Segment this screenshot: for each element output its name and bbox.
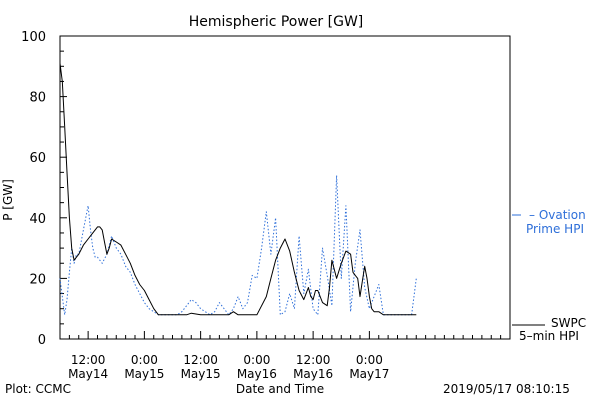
chart-title: Hemispheric Power [GW] bbox=[189, 14, 364, 30]
x-tick-label-date: May16 bbox=[237, 367, 277, 381]
x-tick-label-date: May17 bbox=[349, 367, 389, 381]
x-axis-label: Date and Time bbox=[236, 382, 324, 396]
plot-credit: Plot: CCMC bbox=[5, 382, 71, 396]
legend-label-swpc-line1: SWPC bbox=[551, 316, 586, 330]
plot-timestamp: 2019/05/17 08:10:15 bbox=[443, 382, 570, 396]
x-tick-label-date: May14 bbox=[68, 367, 108, 381]
x-tick-label-time: 0:00 bbox=[243, 353, 270, 367]
y-tick-label: 60 bbox=[29, 151, 46, 166]
series-line-ovation-prime-hpi bbox=[59, 174, 417, 316]
series-layer bbox=[59, 63, 417, 316]
legend: – Ovation Prime HPI SWPC 5–min HPI bbox=[512, 208, 586, 343]
legend-label-ovation-line2: Prime HPI bbox=[526, 222, 584, 236]
x-tick-label-time: 12:00 bbox=[296, 353, 331, 367]
x-tick-label-time: 12:00 bbox=[71, 353, 106, 367]
y-tick-label: 40 bbox=[29, 212, 46, 227]
y-tick-label: 100 bbox=[21, 30, 46, 45]
y-axis-label: P [GW] bbox=[1, 179, 15, 221]
x-tick-label-date: May15 bbox=[181, 367, 221, 381]
y-tick-label: 80 bbox=[29, 91, 46, 106]
x-tick-label-time: 0:00 bbox=[131, 353, 158, 367]
legend-label-swpc-line2: 5–min HPI bbox=[519, 329, 579, 343]
x-axis: 12:00May140:00May1512:00May150:00May1612… bbox=[68, 331, 502, 381]
x-tick-label-time: 12:00 bbox=[183, 353, 218, 367]
x-tick-label-time: 0:00 bbox=[356, 353, 383, 367]
x-tick-label-date: May15 bbox=[124, 367, 164, 381]
y-tick-label: 20 bbox=[29, 272, 46, 287]
y-tick-label: 0 bbox=[38, 333, 46, 348]
y-axis: 0 20 40 60 80 100 bbox=[21, 30, 67, 348]
legend-label-ovation-line1: – Ovation bbox=[529, 208, 586, 222]
x-tick-label-date: May16 bbox=[293, 367, 333, 381]
series-line-swpc-hpi bbox=[59, 63, 417, 316]
